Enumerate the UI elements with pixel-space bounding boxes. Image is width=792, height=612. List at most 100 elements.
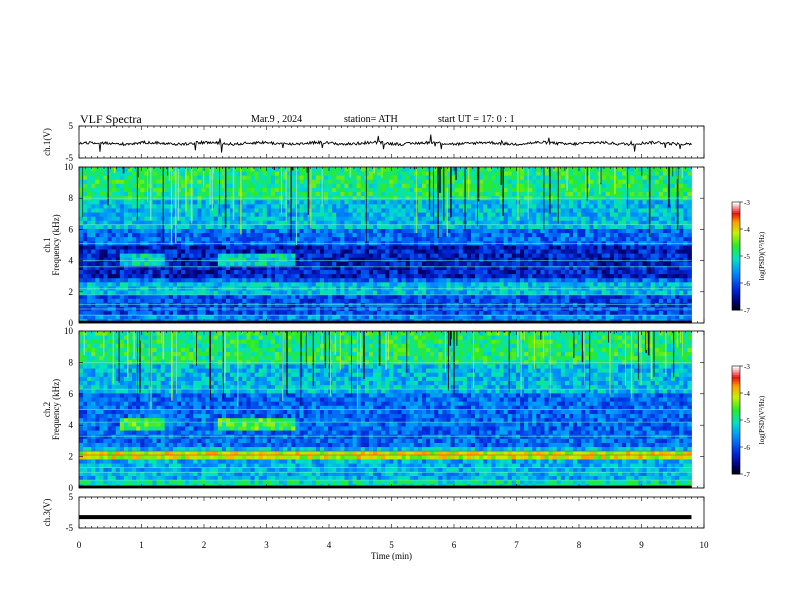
spectrogram-cell [99, 245, 104, 250]
spectrogram-cell [393, 171, 398, 176]
spectrogram-cell [556, 290, 562, 295]
spectrogram-cell [270, 281, 276, 287]
spectrogram-cell [152, 199, 157, 205]
spectrogram-cell [258, 224, 264, 229]
spectrogram-cell [589, 261, 594, 266]
spectrogram-cell [197, 265, 202, 271]
spectrogram-cell [405, 273, 411, 279]
spectrogram-cell [368, 314, 374, 320]
spectrogram-cell [103, 253, 108, 258]
spectrogram-cell [417, 203, 423, 209]
spectrogram-cell [532, 249, 537, 254]
spectrogram-cell [177, 310, 182, 316]
spectrogram-cell [144, 236, 149, 242]
spectrogram-cell [495, 253, 500, 258]
spectrogram-cell [536, 294, 541, 299]
spectrogram-cell [405, 290, 411, 295]
spectrogram-cell [226, 171, 231, 176]
spectrogram-cell [234, 199, 239, 205]
spectrogram-cell [340, 232, 345, 238]
spectrogram-cell [185, 302, 190, 307]
spectrogram-cell [356, 212, 362, 217]
spectrogram-cell [605, 212, 611, 217]
spectrogram-cell [581, 302, 586, 307]
spectrogram-cell [144, 253, 149, 258]
spectrogram-cell [491, 212, 496, 217]
spectrogram-cell [328, 298, 333, 303]
spectrogram-cell [111, 277, 117, 283]
spectrogram-cell [315, 167, 321, 172]
spectrogram-cell [454, 249, 460, 254]
spectrogram-cell [458, 183, 464, 188]
spectrogram-cell [589, 257, 594, 262]
spectrogram-cell [495, 302, 500, 307]
spectrogram-cell [295, 273, 300, 279]
spectrogram-cell [217, 224, 223, 229]
spectrogram-cell [144, 187, 149, 193]
spectrogram-cell [144, 277, 149, 283]
spectrogram-cell [336, 294, 341, 299]
spectrogram-cell [401, 175, 407, 180]
spectrogram-cell [430, 212, 435, 217]
spectrogram-cell [356, 208, 362, 213]
spectrogram-cell [140, 203, 145, 209]
spectrogram-cell [564, 294, 570, 299]
spectrogram-cell [581, 261, 586, 266]
spectrogram-cell [246, 281, 251, 287]
spectrogram-cell [128, 265, 133, 271]
spectrogram-cell [275, 228, 280, 234]
spectrogram-cell [87, 224, 92, 229]
spectrogram-cell [548, 220, 554, 225]
spectrogram-cell [483, 175, 488, 180]
spectrogram-cell [373, 273, 378, 279]
spectrogram-cell [311, 253, 317, 258]
spectrogram-cell [156, 228, 162, 234]
spectrogram-cell [356, 203, 362, 209]
spectrogram-cell [111, 290, 117, 295]
spectrogram-cell [221, 228, 227, 234]
spectrogram-cell [397, 175, 402, 180]
spectrogram-cell [466, 228, 472, 234]
spectrogram-cell [181, 245, 186, 250]
spectrogram-cell [99, 257, 104, 262]
spectrogram-cell [385, 167, 390, 172]
spectrogram-cell [471, 179, 476, 184]
spectrogram-cell [503, 249, 509, 254]
spectrogram-cell [234, 208, 239, 213]
spectrogram-cell [389, 175, 394, 180]
spectrogram-cell [397, 183, 402, 188]
spectrogram-cell [373, 245, 378, 250]
spectrogram-cell [111, 281, 117, 287]
spectrogram-cell [405, 236, 411, 242]
spectrogram-cell [328, 187, 333, 193]
spectrogram-cell [462, 277, 468, 283]
spectrogram-cell [185, 175, 190, 180]
spectrogram-cell [507, 314, 513, 320]
spectrogram-cell [275, 253, 280, 258]
spectrogram-cell [332, 261, 337, 266]
spectrogram-cell [136, 236, 141, 242]
spectrogram-cell [115, 208, 121, 213]
spectrogram-cell [495, 314, 500, 320]
spectrogram-cell [136, 220, 141, 225]
spectrogram-cell [205, 245, 211, 250]
spectrogram-cell [340, 302, 345, 307]
spectrogram-cell [377, 203, 382, 209]
spectrogram-cell [577, 257, 582, 262]
spectrogram-cell [471, 232, 476, 238]
spectrogram-cell [226, 249, 231, 254]
spectrogram-cell [181, 273, 186, 279]
spectrogram-cell [552, 199, 558, 205]
spectrogram-cell [152, 310, 157, 316]
spectrogram-cell [454, 220, 460, 225]
spectrogram-cell [95, 269, 100, 275]
spectrogram-cell [283, 203, 288, 209]
spectrogram-cell [499, 187, 505, 193]
spectrogram-cell [299, 265, 304, 271]
spectrogram-cell [491, 179, 496, 184]
spectrogram-cell [119, 167, 125, 172]
spectrogram-cell [601, 298, 607, 303]
spectrogram-cell [573, 310, 578, 316]
spectrogram-cell [438, 191, 443, 197]
spectrogram-cell [560, 216, 566, 221]
